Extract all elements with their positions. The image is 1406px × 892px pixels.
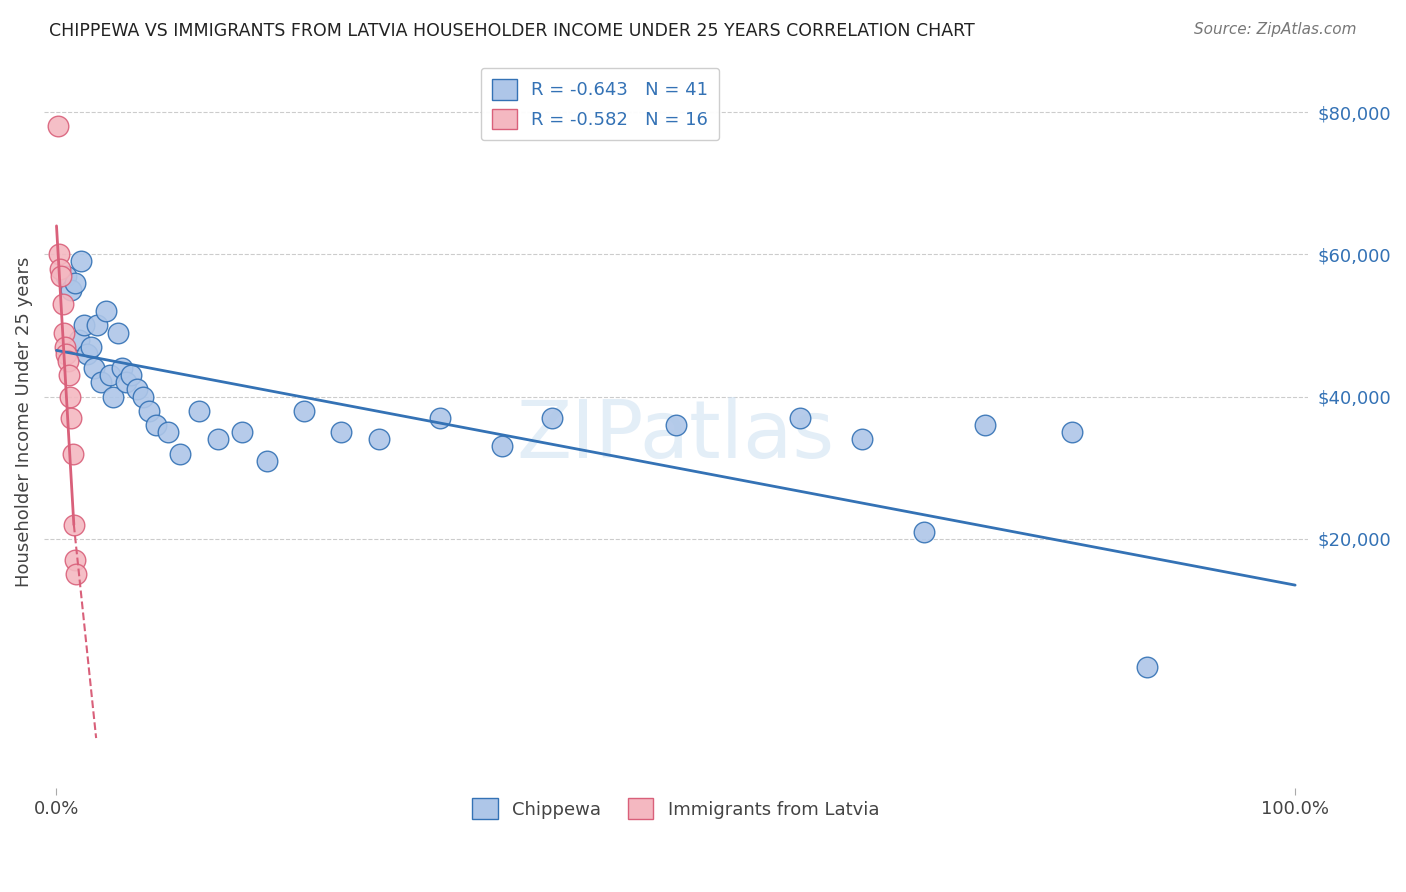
Point [145,418,167,433]
Point [115,376,138,390]
Point [138,404,160,418]
Point [120,368,142,383]
Point [56,354,79,368]
Text: ZIPatlas: ZIPatlas [517,397,835,475]
Point [292,404,315,418]
Point [46,120,69,134]
Point [132,390,155,404]
Point [1135,660,1157,674]
Point [63,276,86,290]
Point [207,432,229,446]
Point [83,361,105,376]
Point [59,390,82,404]
Point [53,340,76,354]
Point [55,268,77,283]
Point [789,411,811,425]
Point [49,261,72,276]
Point [107,326,129,340]
Point [52,297,75,311]
Point [70,254,93,268]
Point [541,411,564,425]
Point [665,418,688,433]
Point [156,425,179,439]
Point [256,453,278,467]
Point [67,333,90,347]
Point [125,383,148,397]
Point [103,390,125,404]
Point [63,553,86,567]
Point [94,304,117,318]
Point [367,432,389,446]
Point [73,318,96,333]
Point [55,347,77,361]
Text: Source: ZipAtlas.com: Source: ZipAtlas.com [1194,22,1357,37]
Legend: Chippewa, Immigrants from Latvia: Chippewa, Immigrants from Latvia [465,791,887,827]
Point [58,368,80,383]
Point [429,411,451,425]
Text: CHIPPEWA VS IMMIGRANTS FROM LATVIA HOUSEHOLDER INCOME UNDER 25 YEARS CORRELATION: CHIPPEWA VS IMMIGRANTS FROM LATVIA HOUSE… [49,22,974,40]
Point [62,446,84,460]
Point [48,247,70,261]
Point [60,283,83,297]
Point [76,347,98,361]
Point [51,268,73,283]
Point [86,318,108,333]
Point [60,411,83,425]
Point [1062,425,1084,439]
Point [90,376,112,390]
Point [169,446,191,460]
Point [63,517,86,532]
Y-axis label: Householder Income Under 25 years: Householder Income Under 25 years [15,256,32,587]
Point [80,340,103,354]
Point [974,418,997,433]
Point [65,567,87,582]
Point [851,432,873,446]
Point [187,404,209,418]
Point [231,425,253,439]
Point [330,425,353,439]
Point [98,368,121,383]
Point [912,524,935,539]
Point [491,439,513,453]
Point [111,361,134,376]
Point [52,326,75,340]
